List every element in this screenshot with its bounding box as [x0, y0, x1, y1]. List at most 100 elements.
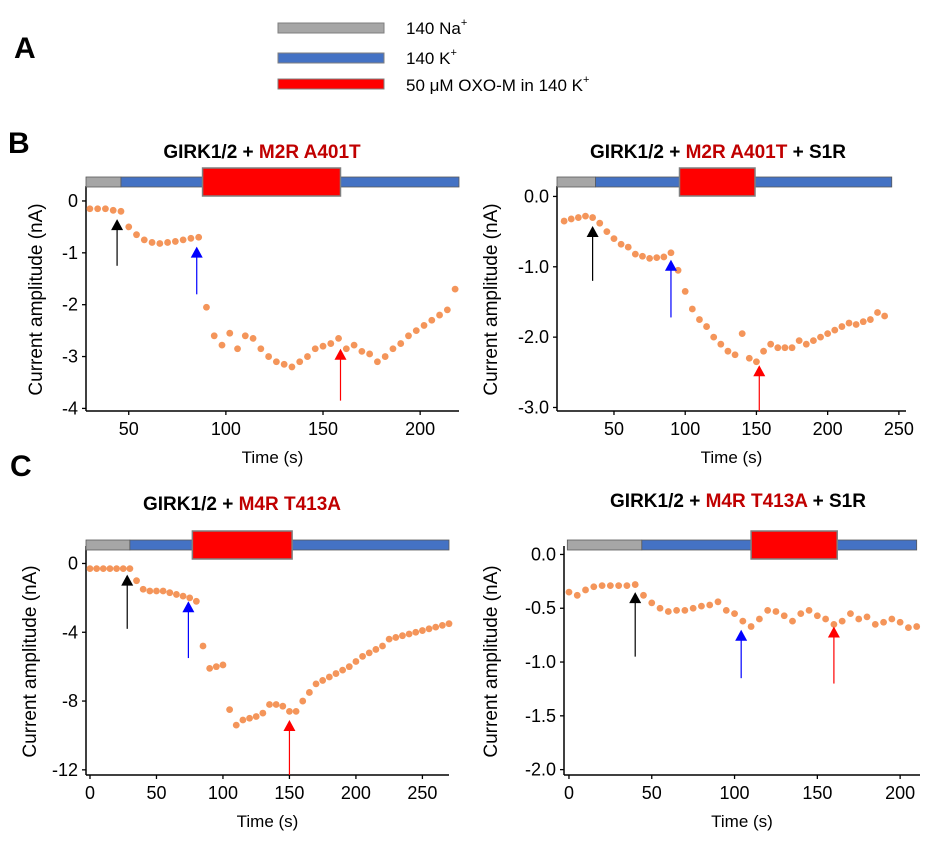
data-point	[598, 582, 606, 590]
y-tick-label: -8	[62, 691, 78, 711]
data-point	[219, 661, 227, 669]
x-tick-label: 50	[119, 419, 139, 439]
data-point	[372, 646, 380, 653]
arrow-blue-head	[190, 246, 203, 258]
data-point	[296, 358, 304, 366]
data-point	[232, 721, 240, 729]
y-tick-label: -1.0	[518, 257, 549, 277]
arrow-black-head	[111, 219, 124, 231]
chart-title-part: GIRK1/2 +	[143, 494, 239, 515]
data-point	[164, 239, 171, 246]
x-tick-label: 50	[146, 783, 166, 803]
x-axis-label: Time (s)	[242, 448, 304, 467]
data-point	[789, 617, 796, 625]
x-tick-label: 200	[813, 419, 843, 439]
data-point	[241, 332, 249, 340]
y-tick-label: -1	[62, 243, 78, 263]
data-point	[755, 615, 763, 623]
data-point	[615, 582, 623, 590]
data-point	[397, 340, 405, 347]
chart-title-part: GIRK1/2 +	[590, 142, 686, 163]
y-tick-label: -1.5	[525, 706, 556, 726]
data-point	[648, 599, 656, 607]
chart-title-part: + S1R	[787, 142, 846, 163]
x-tick-label: 200	[885, 783, 915, 803]
data-point	[304, 353, 311, 360]
x-tick-label: 250	[407, 783, 437, 803]
data-point	[760, 347, 767, 355]
legend-swatch-oxo	[277, 78, 385, 90]
x-tick-label: 200	[341, 783, 371, 803]
data-point	[332, 670, 340, 677]
data-point	[573, 591, 581, 599]
data-point	[451, 285, 459, 293]
chart-3: GIRK1/2 + M4R T413A 0 -4 -8 -12 0 50 100 150 200 2…	[20, 494, 453, 831]
x-tick-label: 100	[211, 419, 241, 439]
data-point	[234, 345, 241, 353]
arrow-blue-head	[735, 629, 748, 641]
data-point	[582, 212, 589, 220]
data-point	[731, 351, 739, 359]
data-point	[192, 597, 200, 605]
chart-title-part: M4R T413A	[239, 494, 342, 515]
data-point	[717, 340, 725, 348]
data-point	[673, 606, 680, 614]
data-point	[565, 588, 573, 596]
data-point	[681, 288, 689, 295]
chart-title-part: + S1R	[807, 491, 866, 512]
data-point	[133, 231, 140, 239]
data-point	[311, 345, 319, 353]
data-point	[288, 363, 296, 371]
data-point	[855, 615, 863, 623]
data-point	[838, 617, 846, 625]
data-point	[653, 254, 661, 262]
data-point	[299, 697, 307, 705]
data-point	[667, 249, 675, 257]
data-point	[226, 329, 234, 337]
data-point	[781, 344, 789, 352]
data-point	[824, 330, 832, 338]
data-point	[125, 223, 133, 231]
data-point	[359, 652, 366, 660]
data-point	[374, 358, 381, 366]
arrow-blue-head	[664, 259, 677, 271]
x-tick-label: 250	[884, 419, 914, 439]
y-tick-label: -2.0	[525, 760, 556, 780]
arrow-blue-head	[182, 601, 195, 613]
data-point	[405, 630, 413, 638]
data-point	[412, 327, 420, 335]
y-tick-label: -0.5	[525, 598, 556, 618]
data-point	[246, 714, 253, 722]
data-point	[381, 353, 389, 360]
data-point	[140, 236, 148, 244]
data-point	[171, 238, 179, 245]
data-point	[319, 342, 327, 350]
y-axis-label: Current amplitude (nA)	[481, 565, 502, 757]
data-point	[859, 318, 867, 326]
data-point	[305, 689, 313, 696]
arrow-red-head	[334, 348, 347, 360]
data-point	[731, 610, 738, 618]
data-point	[817, 333, 824, 341]
data-point	[905, 624, 912, 632]
data-point	[852, 321, 860, 328]
data-point	[339, 666, 347, 674]
data-point	[745, 354, 753, 362]
data-point	[436, 311, 443, 319]
data-point	[119, 565, 127, 573]
data-point	[871, 620, 879, 628]
data-point	[805, 606, 813, 614]
data-point	[345, 663, 353, 671]
data-point	[94, 205, 102, 213]
charts: GIRK1/2 + M2R A401T 0 -1 -2 -3 -4 50 100 150 200 T…	[20, 142, 921, 831]
data-point	[866, 316, 874, 323]
data-point	[847, 610, 854, 618]
y-axis-label: Current amplitude (nA)	[20, 565, 41, 757]
data-point	[617, 240, 625, 248]
data-point	[272, 358, 280, 366]
data-point	[195, 233, 203, 241]
data-point	[698, 602, 705, 610]
data-point	[257, 345, 265, 353]
data-point	[166, 589, 174, 597]
data-point	[99, 565, 107, 573]
